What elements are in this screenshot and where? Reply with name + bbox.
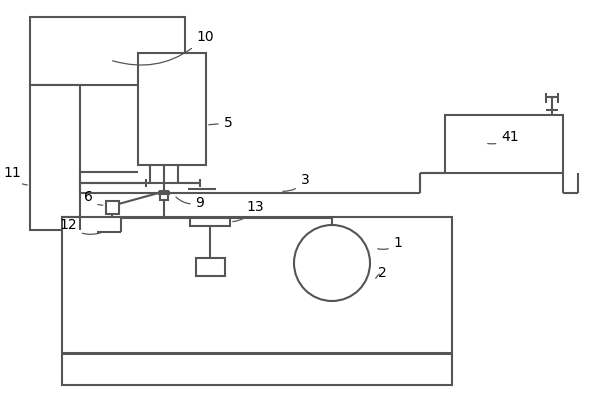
Text: 1: 1 — [377, 236, 403, 250]
Text: 13: 13 — [233, 200, 264, 222]
Bar — [103, 223, 121, 241]
Text: 6: 6 — [83, 190, 103, 205]
Text: 5: 5 — [209, 116, 232, 130]
Bar — [30, 17, 185, 85]
Bar — [196, 257, 224, 276]
Bar — [445, 115, 563, 173]
Text: 3: 3 — [283, 173, 310, 191]
Text: 10: 10 — [113, 30, 214, 65]
Bar — [30, 85, 80, 230]
Circle shape — [294, 225, 370, 301]
Bar — [138, 53, 206, 165]
Text: 41: 41 — [488, 130, 519, 144]
Text: 11: 11 — [3, 166, 27, 185]
Text: 12: 12 — [59, 218, 100, 234]
Bar — [62, 217, 452, 385]
Text: 2: 2 — [376, 266, 386, 280]
Text: 9: 9 — [176, 196, 205, 210]
Bar — [190, 218, 230, 225]
Bar — [160, 195, 168, 200]
Bar — [106, 200, 119, 213]
